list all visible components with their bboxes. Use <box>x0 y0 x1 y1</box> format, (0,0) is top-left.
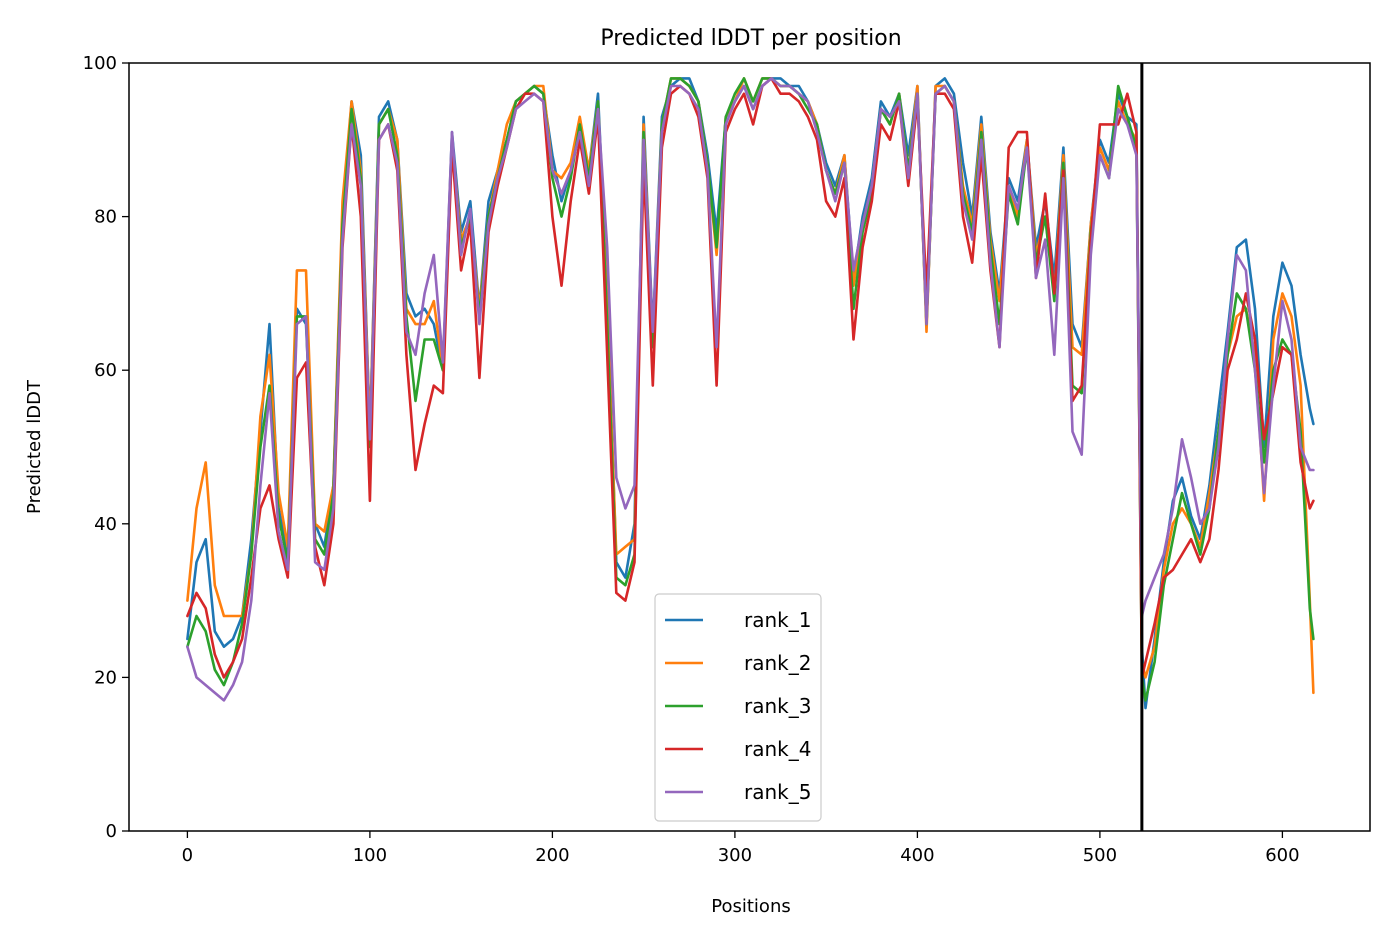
y-axis-label: Predicted lDDT <box>24 379 45 514</box>
x-tick-label: 300 <box>718 845 752 866</box>
axes: 0 100 200 300 400 500 600 0 20 40 60 80 100 <box>83 53 1300 866</box>
y-tick-label: 40 <box>94 514 117 535</box>
legend-label-rank_2: rank_2 <box>744 651 811 675</box>
legend-label-rank_1: rank_1 <box>744 608 811 632</box>
x-tick-label: 600 <box>1265 845 1299 866</box>
series-line-rank_5 <box>186 77 1315 702</box>
legend-label-rank_5: rank_5 <box>744 780 811 804</box>
x-tick-label: 500 <box>1083 845 1117 866</box>
y-tick-label: 100 <box>83 53 117 74</box>
x-tick-label: 200 <box>535 845 569 866</box>
legend-box <box>654 593 822 822</box>
y-tick-label: 60 <box>94 360 117 381</box>
legend-label-rank_3: rank_3 <box>744 694 811 718</box>
y-tick-label: 20 <box>94 667 117 688</box>
series-line-rank_4 <box>186 77 1315 679</box>
plot-frame <box>128 62 1371 832</box>
legend-label-rank_4: rank_4 <box>744 737 811 761</box>
y-tick-label: 0 <box>106 821 117 842</box>
chart-title: Predicted lDDT per position <box>600 26 901 51</box>
x-tick-label: 100 <box>353 845 387 866</box>
y-tick-label: 80 <box>94 207 117 228</box>
x-tick-label: 400 <box>900 845 934 866</box>
x-axis-label: Positions <box>711 896 790 917</box>
plot-area <box>186 63 1315 831</box>
x-tick-label: 0 <box>182 845 193 866</box>
legend: rank_1 rank_2 rank_3 rank_4 rank_5 <box>654 593 822 822</box>
